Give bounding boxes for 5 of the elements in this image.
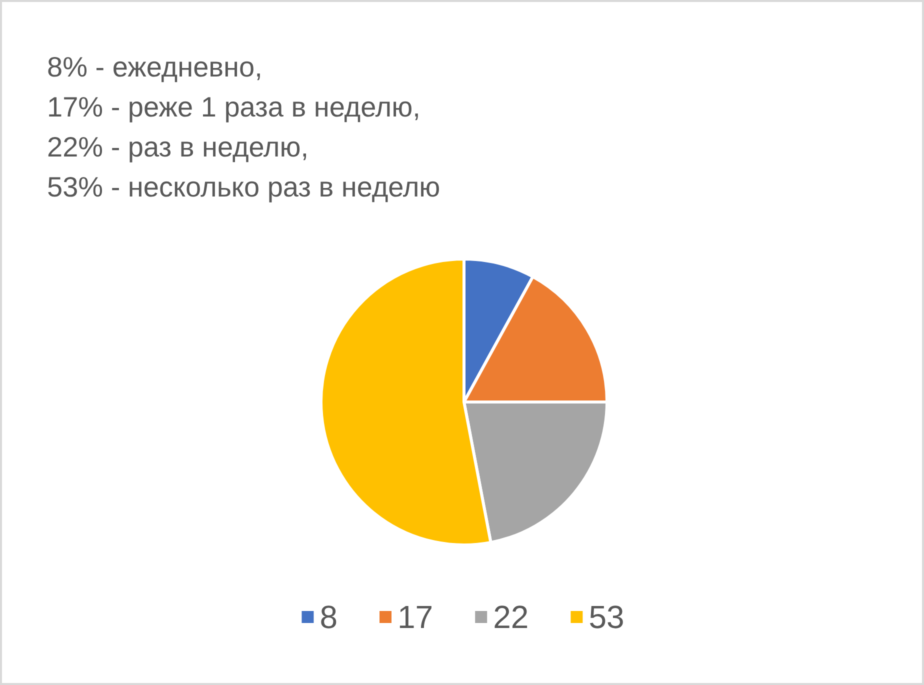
legend-label: 53 (588, 599, 624, 635)
legend-label: 17 (398, 599, 434, 635)
legend-label: 8 (320, 599, 338, 635)
chart-title: 8% - ежедневно, 17% - реже 1 раза в неделю, 22% - раз в неделю, 53% - несколько раз в неделю (47, 52, 440, 202)
legend-label: 22 (493, 599, 529, 635)
